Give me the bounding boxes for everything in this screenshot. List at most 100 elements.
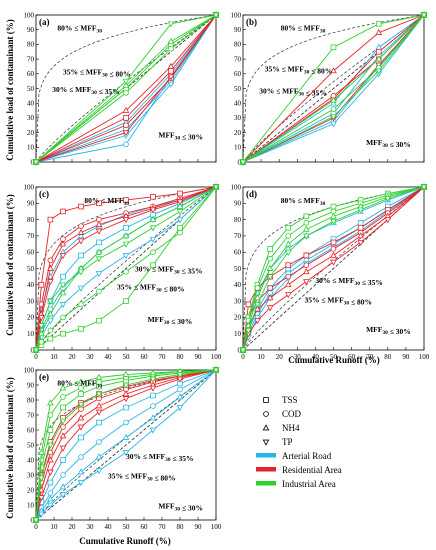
data-point xyxy=(284,249,292,256)
data-point xyxy=(59,418,67,425)
series-line xyxy=(35,369,217,521)
annotation: 80% ≤ MFF30 xyxy=(57,23,102,34)
series-line xyxy=(242,186,425,351)
data-point xyxy=(59,253,67,260)
data-point xyxy=(96,419,102,426)
series-line xyxy=(35,14,217,163)
data-point xyxy=(330,239,337,246)
data-point xyxy=(122,241,130,248)
data-point xyxy=(254,315,261,322)
data-point xyxy=(266,305,274,312)
y-tick-label: 30 xyxy=(234,297,242,305)
series-line xyxy=(35,369,217,521)
data-point xyxy=(47,264,54,271)
y-tick-label: 90 xyxy=(234,200,242,208)
y-tick-label: 40 xyxy=(27,281,35,289)
data-point xyxy=(59,282,67,289)
series-line xyxy=(35,369,217,521)
data-point xyxy=(47,310,54,317)
data-point xyxy=(303,262,310,269)
x-tick-label: 30 xyxy=(87,353,95,361)
data-point xyxy=(122,396,130,403)
series-line xyxy=(35,186,217,351)
panel-b: 0 10 20 30 40 50 60 70 80 90 100 (b) 80% ≤ MFF30 35% … xyxy=(231,11,428,166)
data-point xyxy=(284,240,292,247)
data-point xyxy=(375,68,383,75)
data-point xyxy=(420,184,428,191)
data-point xyxy=(78,391,84,397)
data-point xyxy=(96,200,102,207)
data-point xyxy=(330,96,337,103)
y-tick-label: 20 xyxy=(234,129,242,137)
data-point xyxy=(176,372,184,379)
reference-diagonal xyxy=(35,369,217,521)
data-point xyxy=(176,202,184,209)
data-point xyxy=(123,404,129,411)
x-tick-label: 90 xyxy=(402,353,410,361)
data-point xyxy=(60,273,66,280)
x-tick-label: 20 xyxy=(69,353,77,361)
data-point xyxy=(78,434,84,441)
x-tick-label: 60 xyxy=(348,353,356,361)
data-point xyxy=(357,220,364,226)
data-point xyxy=(149,369,157,376)
data-point xyxy=(122,217,130,224)
data-point xyxy=(212,12,220,19)
panel-label: (e) xyxy=(39,372,49,382)
data-point xyxy=(357,207,364,214)
data-point xyxy=(59,302,67,309)
y-tick-label: 60 xyxy=(27,426,35,434)
data-point xyxy=(149,385,157,392)
legend-marker xyxy=(262,439,270,446)
annotation: 35% ≤ MFF30 ≤ 80% xyxy=(305,296,373,307)
reference-curve xyxy=(242,14,425,163)
series-line xyxy=(242,14,425,163)
data-point xyxy=(177,386,183,393)
x-tick-label: 20 xyxy=(276,353,284,361)
data-point xyxy=(285,273,292,280)
series-line xyxy=(35,14,217,163)
y-tick-label: 20 xyxy=(234,314,242,322)
x-tick-label: 100 xyxy=(211,353,222,361)
data-point xyxy=(38,281,45,288)
x-tick-label: 10 xyxy=(51,353,59,361)
annotation: MFF30 ≤ 30% xyxy=(366,138,411,149)
series-line xyxy=(35,369,217,521)
x-tick-label: 100 xyxy=(211,523,222,531)
y-tick-label: 30 xyxy=(27,471,35,479)
data-point xyxy=(78,301,84,308)
series-line xyxy=(242,186,425,351)
data-point xyxy=(357,232,364,239)
x-tick-label: 50 xyxy=(123,523,131,531)
data-point xyxy=(123,115,129,121)
data-point xyxy=(77,414,85,421)
y-tick-label: 90 xyxy=(27,200,35,208)
y-tick-label: 70 xyxy=(27,232,35,240)
data-point xyxy=(284,292,292,299)
data-point xyxy=(149,225,157,232)
y-tick-label: 10 xyxy=(27,144,35,152)
x-tick-label: 40 xyxy=(105,353,113,361)
data-point xyxy=(123,141,129,148)
x-tick-label: 60 xyxy=(141,523,149,531)
series-line xyxy=(242,14,425,163)
series-line xyxy=(35,186,217,351)
data-point xyxy=(59,384,67,391)
annotation: 80% ≤ MFF30 xyxy=(281,23,326,34)
data-point xyxy=(38,315,45,322)
series-line xyxy=(242,186,425,351)
data-point xyxy=(168,68,174,74)
data-point xyxy=(122,253,130,260)
data-point xyxy=(47,216,54,223)
data-point xyxy=(330,246,337,252)
data-point xyxy=(78,454,84,460)
series-line xyxy=(242,14,425,163)
data-point xyxy=(60,404,66,411)
data-point xyxy=(47,490,54,496)
y-tick-label: 10 xyxy=(27,501,35,509)
data-point xyxy=(254,285,261,291)
data-point xyxy=(59,483,67,490)
panel-d: 00 10 10 20 20 30 30 40 40 50 50 60 60 70 70 80 80 90 90 10… xyxy=(231,183,430,361)
